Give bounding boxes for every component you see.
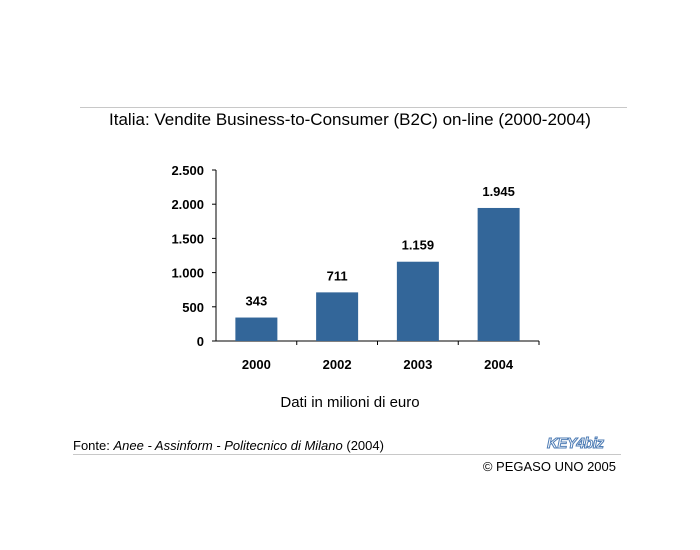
y-tick-label: 1.500 bbox=[171, 231, 204, 246]
y-tick-label: 2.500 bbox=[171, 163, 204, 178]
logo-text: KEY4biz bbox=[547, 435, 605, 452]
chart-caption: Dati in milioni di euro bbox=[280, 394, 420, 411]
key4biz-logo: KEY4biz bbox=[547, 435, 606, 453]
copyright-note: © PEGASO UNO 2005 bbox=[482, 459, 616, 474]
bar bbox=[316, 292, 359, 341]
title-top-rule bbox=[80, 107, 627, 108]
source-rule bbox=[73, 454, 621, 455]
chart-title: Italia: Vendite Business-to-Consumer (B2… bbox=[109, 110, 591, 129]
source-year: (2004) bbox=[342, 438, 384, 453]
bar bbox=[396, 261, 439, 341]
y-tick-label: 2.000 bbox=[171, 197, 204, 212]
x-tick-label: 2004 bbox=[484, 357, 514, 372]
y-tick-label: 0 bbox=[197, 334, 204, 349]
x-tick-label: 2000 bbox=[242, 357, 271, 372]
bar bbox=[235, 317, 278, 341]
x-tick-label: 2002 bbox=[323, 357, 352, 372]
bar-value-label: 1.159 bbox=[402, 238, 435, 253]
source-prefix: Fonte: bbox=[73, 438, 114, 453]
y-tick-label: 500 bbox=[182, 300, 204, 315]
source-name: Anee - Assinform - Politecnico di Milano bbox=[113, 438, 343, 453]
x-tick-label: 2003 bbox=[403, 357, 432, 372]
bar-value-label: 1.945 bbox=[482, 184, 515, 199]
bar-value-label: 343 bbox=[246, 294, 268, 309]
source-note: Fonte: Anee - Assinform - Politecnico di… bbox=[73, 438, 384, 453]
bar bbox=[477, 207, 520, 341]
bar-value-label: 711 bbox=[327, 268, 348, 283]
y-tick-label: 1.000 bbox=[171, 266, 204, 281]
